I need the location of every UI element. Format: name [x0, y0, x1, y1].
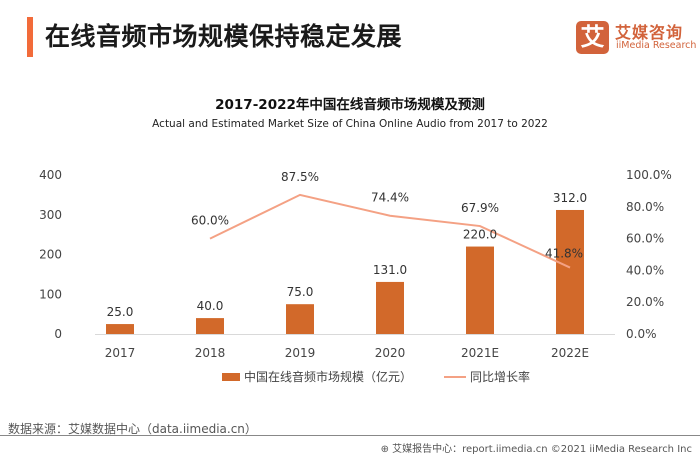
chart-legend: 中国在线音频市场规模（亿元） 同比增长率	[222, 368, 530, 385]
legend-line-label: 同比增长率	[470, 370, 531, 384]
logo-mark-icon: 艾	[576, 21, 609, 54]
bar-2021E	[466, 246, 494, 334]
y-right-tick-label: 80.0%	[626, 200, 664, 214]
title-accent-bar	[27, 17, 33, 57]
chart-subtitle: Actual and Estimated Market Size of Chin…	[152, 118, 548, 130]
bar-value-label: 220.0	[463, 228, 497, 242]
y-right-tick-label: 20.0%	[626, 295, 664, 309]
bar-2018	[196, 318, 224, 334]
page-title: 在线音频市场规模保持稳定发展	[45, 22, 403, 51]
bar-layer	[106, 209, 584, 334]
label-layer: 25.0 40.0 75.0 131.0 220.0 312.0 60.0% 87.5% 74.…	[107, 170, 588, 319]
x-tick-label: 2020	[375, 346, 406, 360]
footer-divider	[0, 435, 700, 436]
legend-bar-swatch	[222, 372, 240, 381]
y-right-tick-label: 100.0%	[626, 168, 672, 182]
growth-rate-line	[209, 193, 571, 269]
y-left-tick-label: 200	[39, 248, 62, 262]
x-tick-label: 2018	[195, 346, 226, 360]
growth-value-label: 60.0%	[191, 214, 229, 228]
growth-value-label: 67.9%	[461, 201, 499, 215]
bar-2019	[286, 304, 314, 334]
y-right-tick-label: 0.0%	[626, 327, 657, 341]
x-tick-label: 2021E	[461, 346, 499, 360]
report-center-icon: ⊕	[380, 444, 393, 455]
growth-value-label: 87.5%	[281, 170, 319, 184]
footer-copyright: ⊕ 艾媒报告中心：report.iimedia.cn ©2021 iiMedia…	[381, 440, 692, 455]
y-left-tick-label: 300	[39, 208, 62, 222]
bar-value-label: 25.0	[107, 305, 134, 319]
y-left-tick-label: 0	[54, 327, 62, 341]
bar-value-label: 75.0	[287, 285, 314, 299]
legend-line-swatch	[444, 375, 467, 378]
y-right-tick-label: 60.0%	[626, 232, 664, 246]
line-layer	[209, 193, 571, 269]
bar-2020	[376, 281, 404, 334]
chart-title: 2017-2022年中国在线音频市场规模及预测	[215, 97, 485, 113]
x-tick-label: 2022E	[551, 346, 589, 360]
growth-value-label: 74.4%	[371, 191, 409, 205]
growth-value-label: 41.8%	[545, 247, 583, 261]
y-left-tick-label: 400	[39, 168, 62, 182]
legend-bar-label: 中国在线音频市场规模（亿元）	[244, 370, 413, 384]
axis-layer: 0 100 200 300 400 0.0% 20.0% 40.0% 60.0% 80.0% 100…	[39, 168, 672, 360]
bar-value-label: 40.0	[197, 299, 224, 313]
footer-text: 艾媒报告中心：report.iimedia.cn ©2021 iiMedia R…	[392, 444, 692, 455]
x-tick-label: 2019	[285, 346, 316, 360]
bar-value-label: 312.0	[553, 191, 587, 205]
logo-chinese-name: 艾媒咨询	[615, 23, 684, 42]
bar-2017	[106, 324, 134, 334]
bar-2022E	[556, 209, 584, 334]
y-left-tick-label: 100	[39, 287, 62, 301]
x-tick-label: 2017	[105, 346, 136, 360]
data-source: 数据来源：艾媒数据中心（data.iimedia.cn）	[8, 422, 257, 436]
logo-english-name: iiMedia Research	[616, 40, 697, 51]
y-right-tick-label: 40.0%	[626, 263, 664, 277]
bar-value-label: 131.0	[373, 263, 407, 277]
iimedia-logo: 艾 艾媒咨询 iiMedia Research	[574, 17, 700, 57]
